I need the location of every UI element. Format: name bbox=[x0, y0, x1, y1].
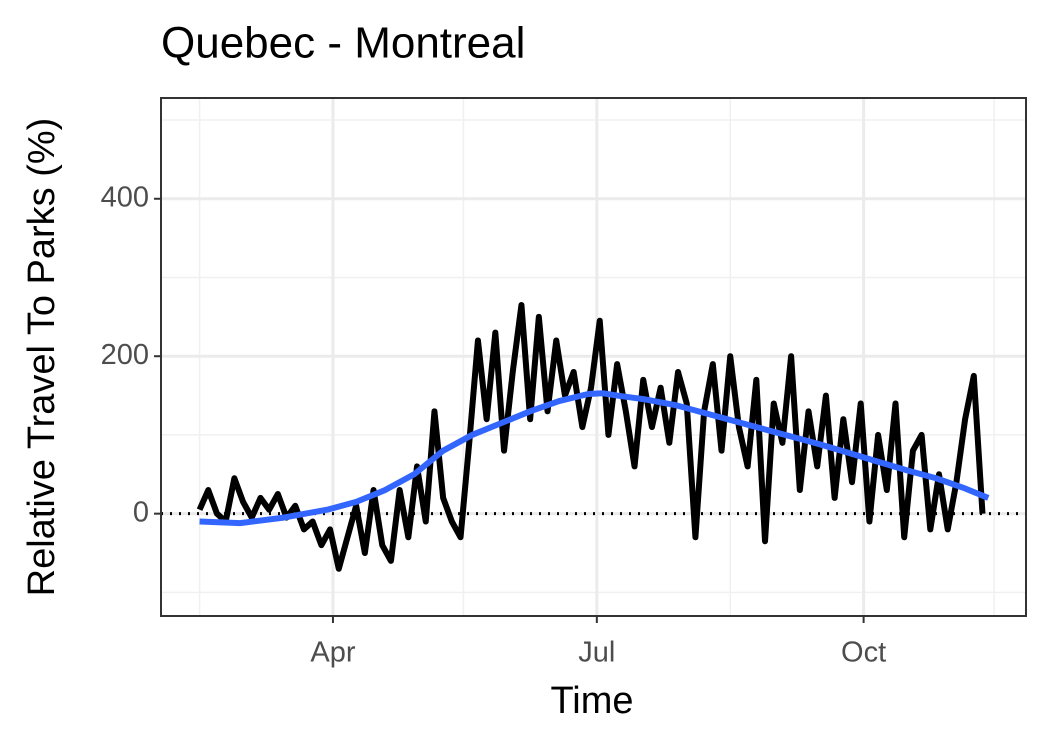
y-tick-label: 0 bbox=[133, 496, 149, 528]
y-axis-label: Relative Travel To Parks (%) bbox=[21, 118, 63, 597]
y-tick-label: 200 bbox=[101, 339, 149, 371]
series-line bbox=[196, 302, 986, 572]
x-axis-label: Time bbox=[550, 680, 633, 722]
x-tick-label: Apr bbox=[310, 637, 355, 669]
y-tick-label: 400 bbox=[101, 181, 149, 213]
chart-title: Quebec - Montreal bbox=[161, 19, 525, 68]
panel-border bbox=[160, 97, 1027, 617]
x-tick-label: Oct bbox=[841, 637, 886, 669]
x-tick-label: Jul bbox=[578, 637, 615, 669]
plot-area bbox=[161, 98, 1026, 616]
series-line bbox=[199, 390, 990, 527]
